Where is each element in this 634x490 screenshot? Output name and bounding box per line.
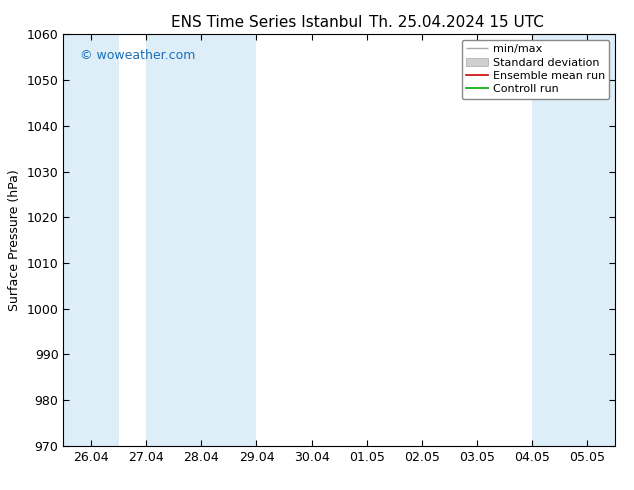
Text: Th. 25.04.2024 15 UTC: Th. 25.04.2024 15 UTC <box>369 15 544 30</box>
Y-axis label: Surface Pressure (hPa): Surface Pressure (hPa) <box>8 169 21 311</box>
Legend: min/max, Standard deviation, Ensemble mean run, Controll run: min/max, Standard deviation, Ensemble me… <box>462 40 609 99</box>
Bar <box>63 34 119 446</box>
Text: © woweather.com: © woweather.com <box>80 49 195 62</box>
Text: ENS Time Series Istanbul: ENS Time Series Istanbul <box>171 15 362 30</box>
Bar <box>146 34 256 446</box>
Bar <box>533 34 615 446</box>
